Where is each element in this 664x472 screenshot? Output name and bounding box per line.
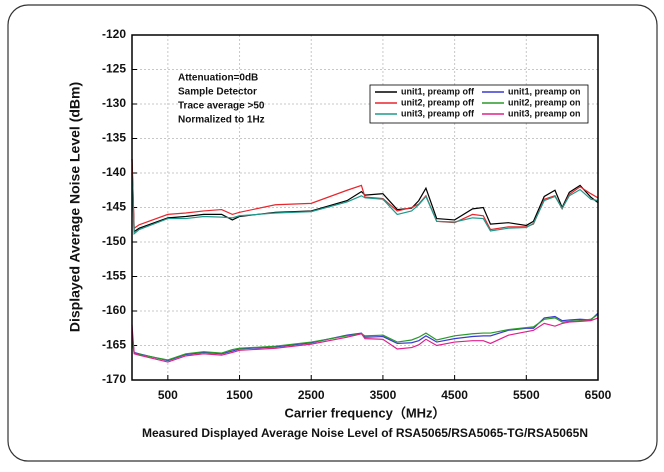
x-tick-label: 6500: [585, 388, 612, 402]
y-tick-label: -140: [102, 165, 126, 179]
legend-label: unit1, preamp off: [401, 86, 475, 96]
annotation: Attenuation=0dB: [178, 73, 258, 84]
y-tick-label: -160: [102, 303, 126, 317]
y-tick-label: -145: [102, 200, 126, 214]
annotation: Normalized to 1Hz: [178, 115, 265, 126]
y-tick-label: -120: [102, 27, 126, 41]
y-tick-label: -165: [102, 338, 126, 352]
legend-label: unit2, preamp on: [508, 97, 581, 107]
x-axis-title: Carrier frequency（MHz）: [284, 405, 445, 420]
plot-border: [131, 34, 599, 381]
y-tick-label: -150: [102, 234, 126, 248]
y-tick-label: -155: [102, 269, 126, 283]
annotation: Sample Detector: [178, 87, 257, 98]
annotation: Trace average >50: [178, 101, 265, 112]
x-tick-label: 5500: [513, 388, 540, 402]
series-line: [131, 172, 599, 235]
legend-label: unit2, preamp off: [401, 97, 475, 107]
series-line: [131, 159, 599, 233]
caption: Measured Displayed Average Noise Level o…: [142, 426, 588, 440]
legend-label: unit3, preamp off: [401, 108, 475, 118]
y-axis-title: Displayed Average Noise Level (dBm): [67, 82, 83, 332]
series-line: [131, 317, 599, 363]
series-line: [131, 313, 599, 361]
x-tick-label: 2500: [298, 388, 325, 402]
x-tick-label: 4500: [441, 388, 468, 402]
series-line: [131, 312, 599, 362]
y-tick-label: -170: [102, 372, 126, 386]
legend-label: unit1, preamp on: [508, 86, 581, 96]
y-tick-label: -135: [102, 131, 126, 145]
x-tick-label: 3500: [370, 388, 397, 402]
x-tick-label: 500: [158, 388, 178, 402]
legend-box: [369, 84, 589, 124]
legend-label: unit3, preamp on: [508, 108, 581, 118]
y-tick-label: -125: [102, 62, 126, 76]
series-line: [131, 159, 599, 231]
y-tick-label: -130: [102, 96, 126, 110]
x-tick-label: 1500: [226, 388, 253, 402]
